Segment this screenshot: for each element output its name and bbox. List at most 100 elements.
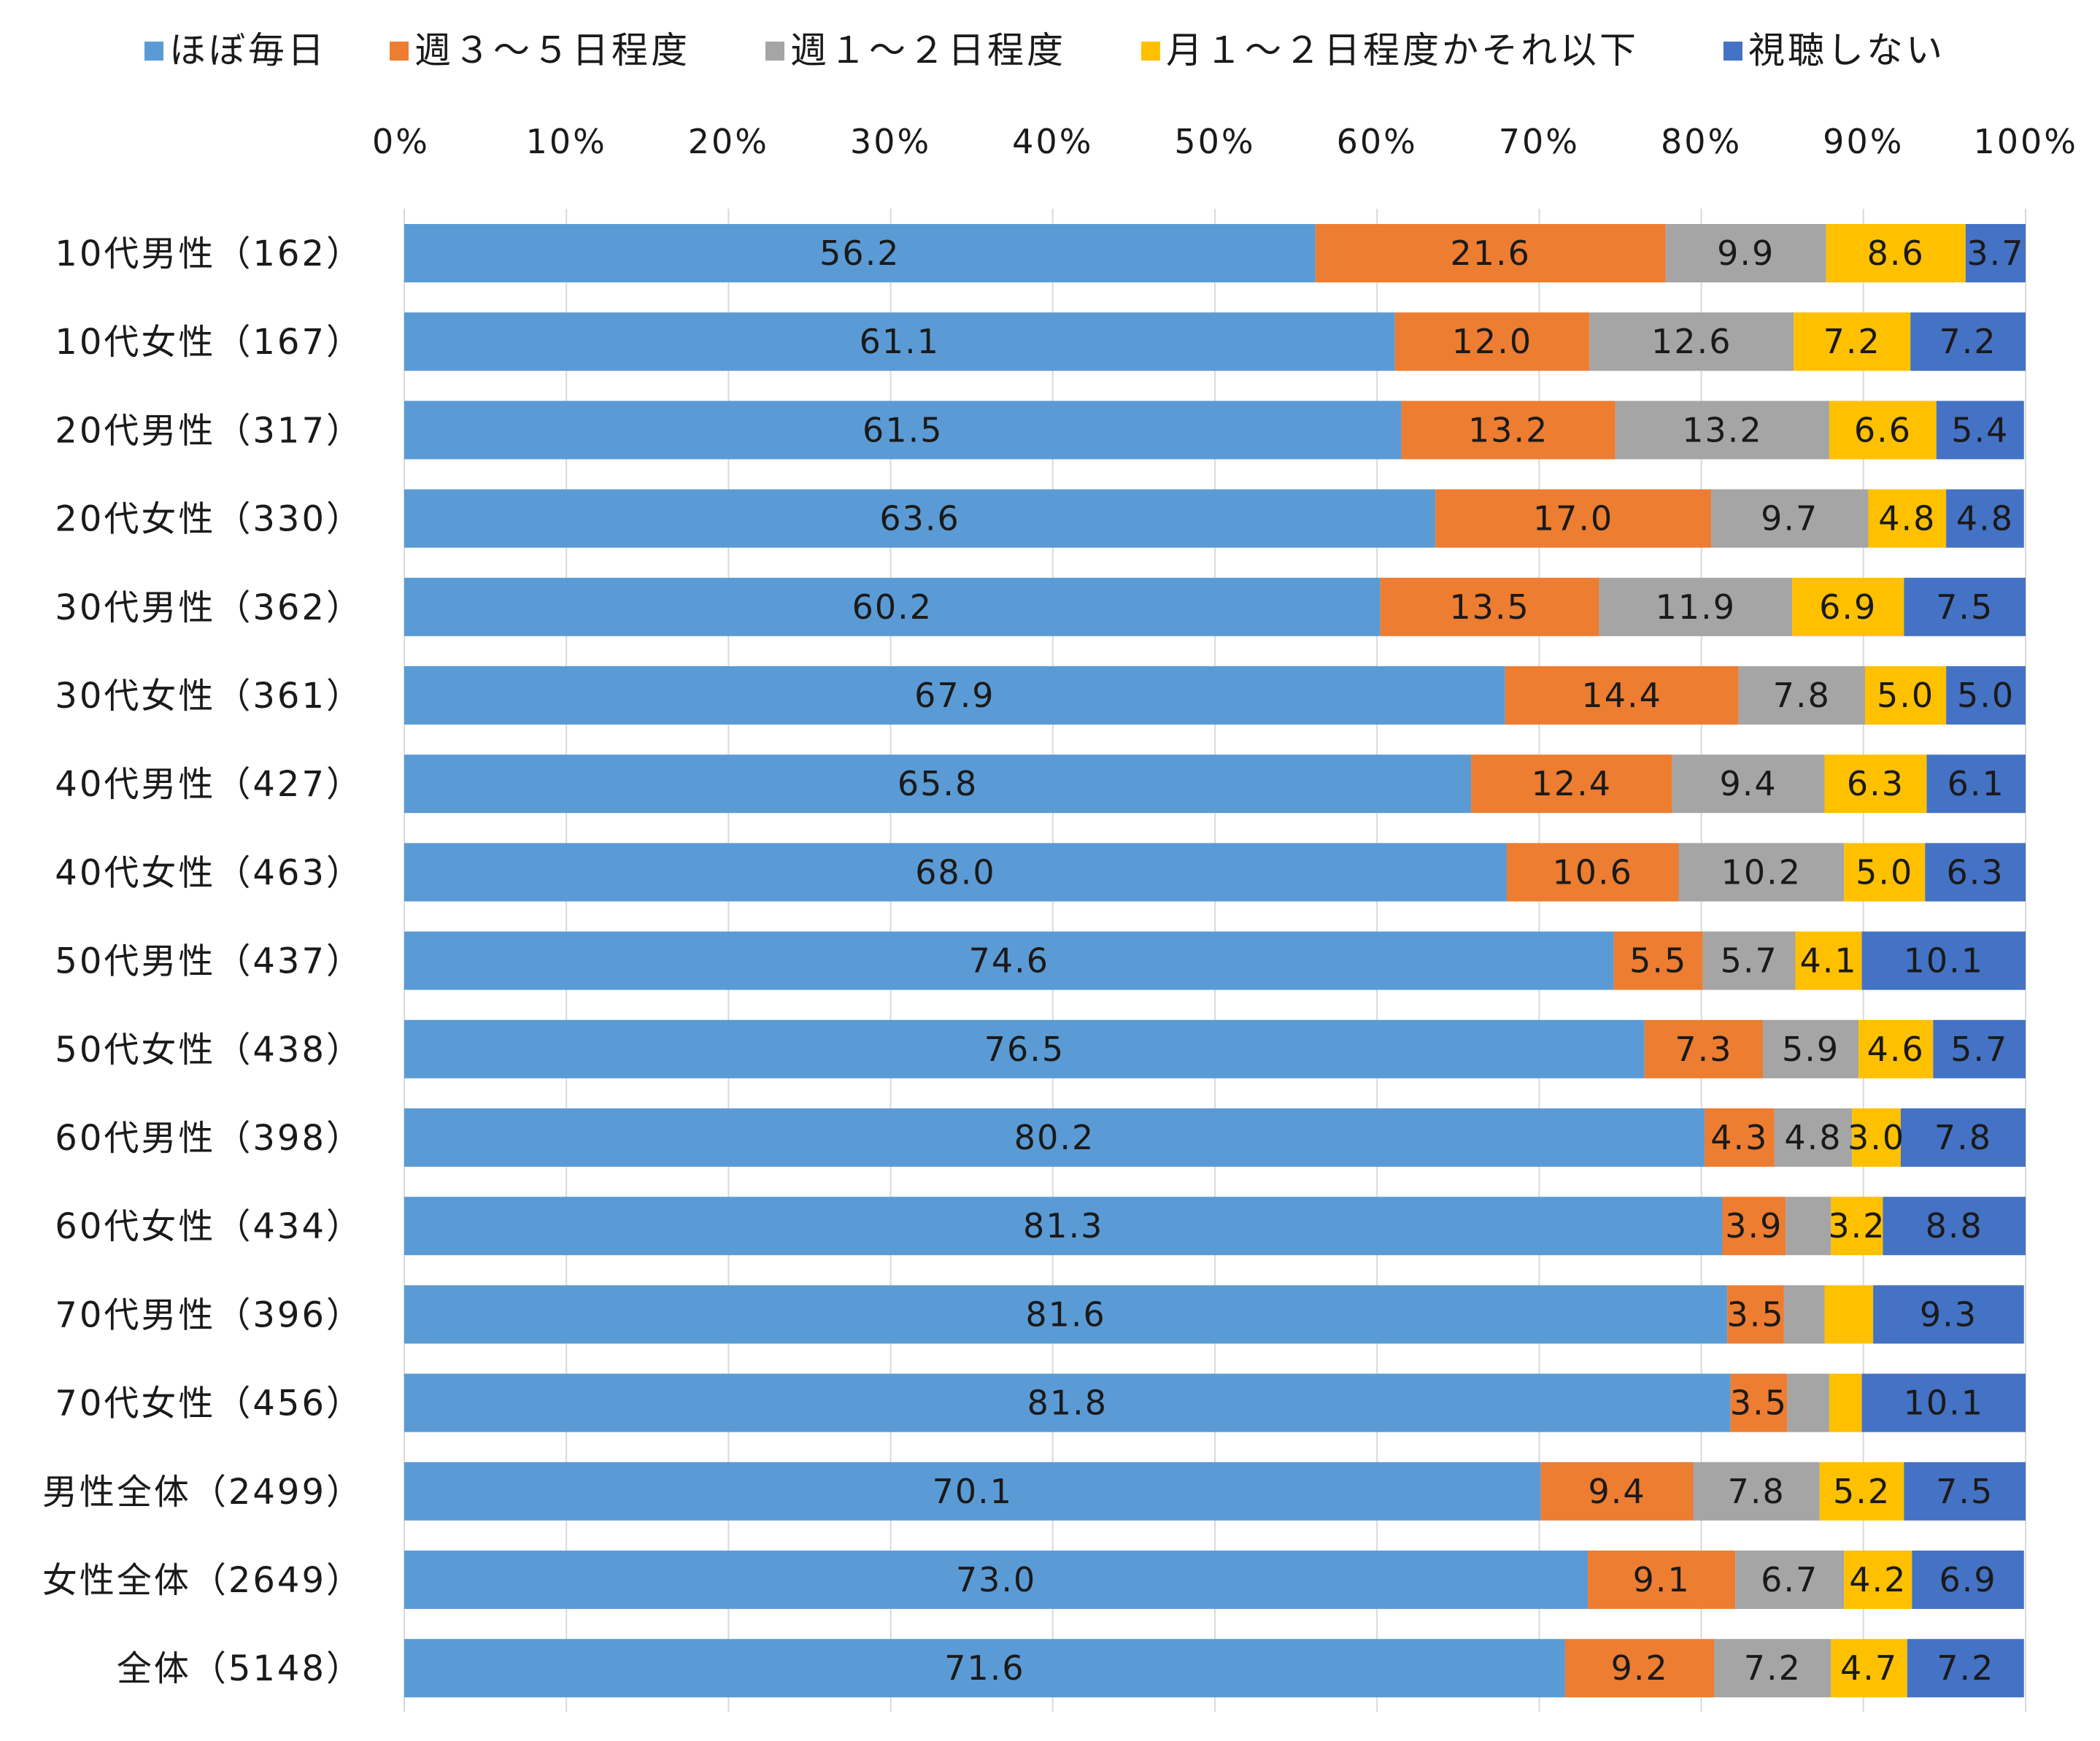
category-label: 70代女性（456） [55, 1383, 363, 1424]
data-label: 3.9 [1725, 1206, 1783, 1246]
bar-segment [1315, 224, 1666, 282]
data-label: 5.0 [1877, 676, 1934, 715]
bar-segment [1852, 1108, 1901, 1167]
bar-segment [1861, 931, 2026, 990]
bar-segment [404, 1373, 1731, 1432]
bar-segment [1792, 577, 1904, 636]
bar-segment [1401, 401, 1615, 460]
bar-segment [1763, 1019, 1859, 1078]
data-label: 7.5 [1936, 587, 1993, 627]
category-label: 60代男性（398） [55, 1118, 363, 1159]
bar-segment [1665, 224, 1826, 282]
bar-segment [1380, 577, 1599, 636]
bar-segment [1471, 754, 1672, 814]
legend-swatch [1723, 42, 1742, 61]
category-label: 30代女性（361） [55, 676, 363, 717]
data-label: 56.2 [819, 233, 900, 273]
legend-swatch [1141, 42, 1160, 61]
bar-segment [1710, 489, 1869, 548]
category-label: 10代男性（162） [55, 233, 363, 274]
x-tick-label: 20% [688, 122, 769, 161]
bar-segment [1936, 401, 2024, 460]
bar-segment [1829, 1373, 1862, 1432]
data-label: 13.5 [1449, 587, 1529, 627]
bar-segment [404, 577, 1381, 636]
data-label: 7.8 [1934, 1118, 1992, 1157]
bar-segment [1829, 401, 1937, 460]
category-label: 10代女性（167） [55, 322, 363, 363]
data-label: 6.3 [1847, 764, 1904, 803]
category-label: 60代女性（434） [55, 1206, 363, 1247]
bar-segment [1873, 1285, 2024, 1344]
bar-segment [404, 1462, 1541, 1521]
bar-segment [1714, 1639, 1831, 1698]
data-label: 6.1 [1947, 764, 2005, 803]
data-label: 5.9 [1782, 1030, 1840, 1069]
bar-segment [1795, 931, 1862, 990]
x-axis-ticks: 0% 10% 20% 30% 40% 50% 60% 70% 80% 90% 100% [372, 122, 2078, 161]
bar-segment [404, 843, 1507, 902]
bar-segment [404, 1108, 1705, 1167]
data-label: 13.2 [1468, 410, 1548, 449]
bar-segment [1727, 1285, 1784, 1344]
legend-label: 週１～２日程度 [790, 29, 1066, 72]
bar-segment [1435, 489, 1711, 548]
bar-segment [1925, 843, 2026, 902]
data-label: 9.3 [1920, 1294, 1977, 1334]
category-label: 70代男性（396） [55, 1294, 363, 1335]
bar-segment [1693, 1462, 1820, 1521]
bar-segment [1506, 843, 1679, 902]
bars [404, 224, 2026, 1698]
data-label: 3.5 [1730, 1383, 1788, 1423]
data-label: 81.8 [1027, 1383, 1108, 1423]
bar-segment [1904, 1462, 2026, 1521]
bar-segment [1730, 1373, 1788, 1432]
bar-segment [1826, 224, 1966, 282]
data-label: 4.6 [1867, 1030, 1925, 1069]
bar-segment [404, 489, 1436, 548]
bar-segment [1672, 754, 1825, 814]
category-label: 50代男性（437） [55, 941, 363, 982]
data-label: 6.6 [1854, 410, 1912, 449]
bar-segment [1858, 1019, 1934, 1078]
data-label: 5.5 [1629, 941, 1687, 981]
data-label: 7.2 [1937, 1648, 1994, 1688]
bar-segment [1613, 931, 1703, 990]
bar-segment [404, 666, 1505, 725]
bar-segment [1819, 1462, 1904, 1521]
data-label: 3.5 [1726, 1294, 1784, 1334]
bar-segment [1861, 1373, 2026, 1432]
x-tick-label: 30% [850, 122, 931, 161]
bar-segment [404, 1197, 1723, 1256]
data-label: 71.6 [944, 1648, 1024, 1688]
x-tick-label: 100% [1973, 122, 2078, 161]
category-label: 50代女性（438） [55, 1030, 363, 1070]
x-tick-label: 10% [526, 122, 607, 161]
legend-label: ほぼ毎日 [169, 29, 327, 72]
data-label: 7.2 [1823, 322, 1881, 361]
data-label: 3.0 [1848, 1118, 1905, 1157]
bar-segment [1678, 843, 1845, 902]
data-label: 3.7 [1966, 233, 2024, 273]
data-label: 12.0 [1452, 322, 1532, 361]
data-label: 9.4 [1588, 1472, 1645, 1511]
data-label: 14.4 [1582, 676, 1662, 715]
data-label: 9.7 [1761, 499, 1818, 538]
data-label: 6.3 [1947, 852, 2004, 892]
x-tick-label: 0% [372, 122, 430, 161]
bar-segment [404, 312, 1395, 371]
category-label: 20代女性（330） [55, 499, 363, 540]
data-label: 6.7 [1761, 1560, 1818, 1599]
data-label: 61.5 [862, 410, 943, 449]
legend-label: 週３～５日程度 [414, 29, 690, 72]
legend-swatch [390, 42, 409, 61]
bar-segment [1844, 1551, 1912, 1609]
data-label: 68.0 [915, 852, 995, 892]
data-label: 9.4 [1719, 764, 1777, 803]
category-label: 40代男性（427） [55, 764, 363, 805]
data-label: 63.6 [879, 499, 960, 538]
data-label: 5.0 [1856, 852, 1913, 892]
data-label: 12.6 [1651, 322, 1732, 361]
data-label: 4.1 [1799, 941, 1857, 981]
bar-segment [1907, 1639, 2024, 1698]
